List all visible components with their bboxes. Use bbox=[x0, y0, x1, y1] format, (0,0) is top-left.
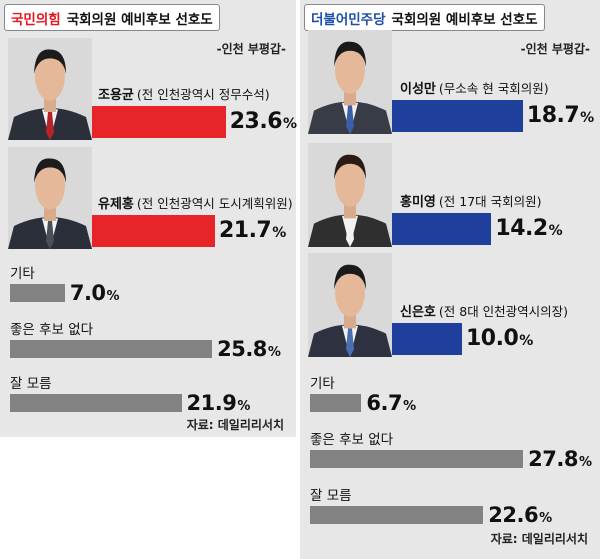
right-candidate-label: 신은호 (전 8대 인천광역시의장) bbox=[400, 301, 568, 320]
left-candidate-value-number: 23.6 bbox=[229, 109, 283, 134]
right-candidate-name: 신은호 bbox=[400, 305, 436, 320]
left-candidate-value: 21.7% bbox=[219, 215, 286, 249]
right-candidate-desc: (무소속 현 국회의원) bbox=[438, 81, 549, 96]
right-candidate-bar bbox=[392, 323, 462, 355]
right-candidate-value-number: 14.2 bbox=[495, 216, 548, 241]
right-candidate-value-unit: % bbox=[580, 110, 594, 126]
right-candidate-name: 이성만 bbox=[400, 82, 436, 97]
right-other-label: 기타 bbox=[310, 376, 335, 392]
left-other-value-number: 7.0 bbox=[69, 281, 106, 305]
left-other-bar bbox=[10, 394, 182, 412]
left-other-value: 25.8% bbox=[217, 337, 281, 364]
left-candidate-2: 유제홍 (전 인천광역시 도시계획위원) 21.7% bbox=[0, 147, 296, 249]
right-other-value: 6.7% bbox=[366, 391, 416, 418]
right-other-bar bbox=[310, 506, 484, 524]
left-other-value-unit: % bbox=[237, 399, 250, 414]
left-party-name: 국민의힘 bbox=[11, 11, 61, 28]
right-other-value-unit: % bbox=[403, 399, 416, 414]
right-candidate-label: 홍미영 (전 17대 국회의원) bbox=[400, 191, 542, 210]
left-title-box: 국민의힘 국회의원 예비후보 선호도 bbox=[4, 4, 220, 31]
right-other-label: 좋은 후보 없다 bbox=[310, 432, 394, 448]
right-other-value-number: 27.8 bbox=[528, 447, 578, 471]
left-candidate-value: 23.6% bbox=[230, 106, 297, 140]
right-candidate-desc: (전 8대 인천광역시의장) bbox=[438, 304, 569, 319]
right-region-label: -인천 부평갑- bbox=[520, 42, 590, 56]
right-other-label: 잘 모름 bbox=[310, 488, 352, 504]
right-candidate-bar bbox=[392, 213, 492, 245]
left-other-value-number: 21.9 bbox=[186, 391, 237, 415]
left-other-bar bbox=[10, 284, 65, 302]
right-candidate-photo bbox=[308, 143, 392, 247]
left-candidate-desc: (전 인천광역시 도시계획위원) bbox=[136, 196, 293, 211]
left-region-label: -인천 부평갑- bbox=[216, 42, 286, 56]
left-candidate-value-unit: % bbox=[272, 225, 286, 241]
right-other-value-number: 22.6 bbox=[488, 503, 539, 527]
right-candidate-desc: (전 17대 국회의원) bbox=[438, 194, 542, 209]
right-candidate-label: 이성만 (무소속 현 국회의원) bbox=[400, 78, 549, 97]
right-other-bar bbox=[310, 394, 362, 412]
right-candidate-3: 신은호 (전 8대 인천광역시의장) 10.0% bbox=[300, 253, 600, 357]
right-title-box: 더불어민주당 국회의원 예비후보 선호도 bbox=[304, 4, 545, 31]
right-candidate-value: 10.0% bbox=[466, 323, 533, 357]
left-candidate-bar bbox=[92, 106, 226, 138]
left-other-value-unit: % bbox=[267, 345, 281, 360]
right-candidate-2: 홍미영 (전 17대 국회의원) 14.2% bbox=[300, 143, 600, 247]
right-candidate-bar bbox=[392, 100, 523, 132]
right-candidate-photo bbox=[308, 253, 392, 357]
right-candidate-value-number: 10.0 bbox=[466, 326, 519, 351]
left-other-bar bbox=[10, 340, 213, 358]
left-candidate-name: 유제홍 bbox=[98, 197, 134, 212]
right-other-value: 22.6% bbox=[488, 503, 552, 530]
right-party-name: 더불어민주당 bbox=[311, 11, 386, 28]
left-candidate-1: 조용균 (전 인천광역시 정무수석) 23.6% bbox=[0, 38, 297, 140]
left-other-label: 기타 bbox=[10, 266, 35, 282]
right-candidate-photo bbox=[308, 30, 392, 134]
right-other-value-unit: % bbox=[539, 511, 552, 526]
left-other-label: 잘 모름 bbox=[10, 376, 52, 392]
left-candidate-value-unit: % bbox=[283, 116, 297, 132]
left-heading: 국회의원 예비후보 선호도 bbox=[66, 11, 213, 28]
left-candidate-name: 조용균 bbox=[98, 88, 134, 103]
right-other-value-number: 6.7 bbox=[366, 391, 403, 415]
right-chart-panel: 더불어민주당 국회의원 예비후보 선호도 -인천 부평갑- 이성만 (무소속 현 … bbox=[300, 0, 600, 559]
left-chart-panel: 국민의힘 국회의원 예비후보 선호도 -인천 부평갑- 조용균 (전 인천광역시 … bbox=[0, 0, 297, 437]
right-other-bar bbox=[310, 450, 524, 468]
right-candidate-name: 홍미영 bbox=[400, 195, 436, 210]
left-source: 자료: 데일리리서치 bbox=[186, 418, 284, 432]
right-candidate-value-number: 18.7 bbox=[526, 103, 580, 128]
right-candidate-1: 이성만 (무소속 현 국회의원) 18.7% bbox=[300, 30, 600, 134]
left-candidate-bar bbox=[92, 215, 215, 247]
left-other-label: 좋은 후보 없다 bbox=[10, 322, 94, 338]
left-other-value-unit: % bbox=[106, 289, 120, 304]
right-candidate-value-unit: % bbox=[519, 333, 533, 349]
left-candidate-label: 유제홍 (전 인천광역시 도시계획위원) bbox=[98, 193, 293, 212]
right-candidate-value: 14.2% bbox=[495, 213, 562, 247]
right-other-value: 27.8% bbox=[528, 447, 592, 474]
right-heading: 국회의원 예비후보 선호도 bbox=[391, 11, 538, 28]
left-candidate-photo bbox=[8, 38, 92, 140]
right-candidate-value: 18.7% bbox=[527, 100, 594, 134]
right-candidate-value-unit: % bbox=[548, 223, 563, 239]
left-other-value-number: 25.8 bbox=[217, 337, 267, 361]
left-other-value: 7.0% bbox=[69, 281, 120, 308]
right-source: 자료: 데일리리서치 bbox=[490, 532, 588, 546]
left-other-value: 21.9% bbox=[186, 391, 251, 418]
left-candidate-desc: (전 인천광역시 정무수석) bbox=[136, 87, 270, 102]
left-candidate-photo bbox=[8, 147, 92, 249]
left-candidate-label: 조용균 (전 인천광역시 정무수석) bbox=[98, 84, 270, 103]
left-candidate-value-number: 21.7 bbox=[218, 218, 272, 243]
right-other-value-unit: % bbox=[578, 455, 592, 470]
